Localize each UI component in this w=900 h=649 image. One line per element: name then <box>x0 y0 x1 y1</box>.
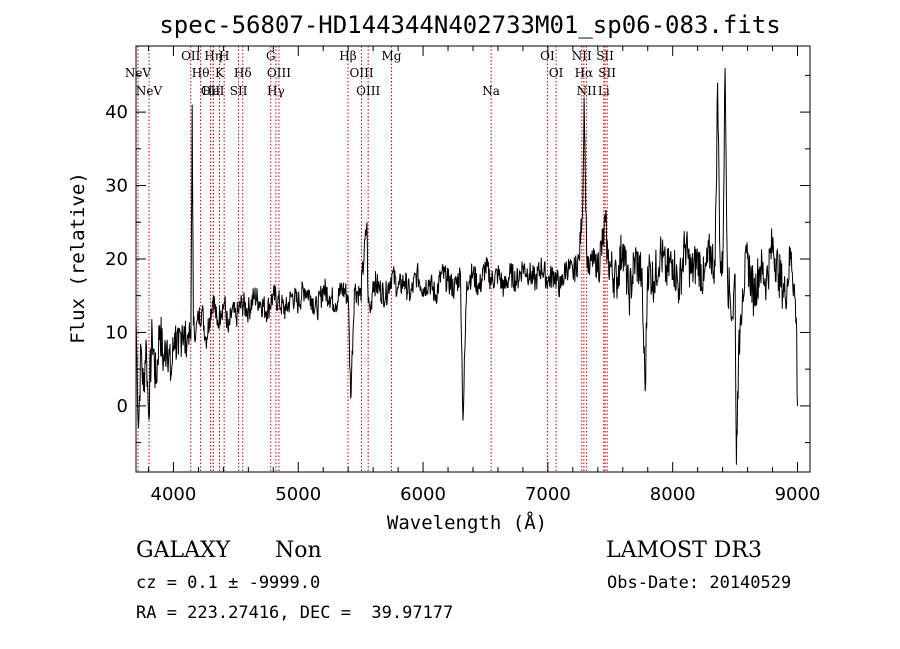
x-tick-label-2: 6000 <box>400 484 446 505</box>
x-tick-label-0: 4000 <box>151 484 197 505</box>
line-label-14: Hβ <box>339 49 356 63</box>
x-tick-label-3: 7000 <box>525 484 571 505</box>
line-label-23: NII <box>577 84 597 98</box>
survey-name: LAMOST DR3 <box>606 538 762 563</box>
line-label-25: SII <box>598 66 616 80</box>
emission-line-labels: NeVNeVOIIHθOIIHηHKHeIHδSIIGOIIIHγHβOIIIO… <box>125 49 616 98</box>
line-label-3: Hθ <box>192 66 210 80</box>
y-axis-ticks: 0 10 20 30 40 <box>105 74 810 444</box>
line-label-12: OIII <box>267 66 291 80</box>
line-label-2: OII <box>181 49 201 63</box>
emission-line-markers <box>137 46 608 472</box>
line-label-9: Hδ <box>234 66 252 80</box>
line-label-15: OIII <box>350 66 374 80</box>
x-axis-label: Wavelength (Å) <box>387 511 547 534</box>
line-label-26: Li <box>598 84 610 98</box>
object-subclass: Non <box>275 538 322 563</box>
x-axis-ticks: 4000 5000 6000 7000 8000 9000 <box>147 46 821 505</box>
x-tick-label-4: 8000 <box>650 484 696 505</box>
y-tick-label-3: 30 <box>105 176 128 197</box>
plot-frame <box>135 45 811 473</box>
line-label-8: HeI <box>202 84 225 98</box>
obs-date: Obs-Date: 20140529 <box>607 573 792 593</box>
line-label-1: NeV <box>136 84 163 98</box>
line-label-17: Mg <box>381 49 401 63</box>
redshift-cz: cz = 0.1 ± -9999.0 <box>136 573 321 593</box>
line-label-16: OIII <box>356 84 380 98</box>
line-label-4: OII <box>201 84 221 98</box>
line-label-20: OI <box>549 66 564 80</box>
line-label-21: NII <box>572 49 592 63</box>
spectrum-line <box>135 67 798 465</box>
object-class: GALAXY <box>136 538 231 563</box>
y-tick-label-2: 20 <box>105 249 128 270</box>
x-tick-label-5: 9000 <box>775 484 821 505</box>
line-label-6: H <box>219 49 229 63</box>
spectrum-series <box>135 67 798 465</box>
y-tick-label-1: 10 <box>105 322 128 343</box>
line-label-5: Hη <box>204 49 222 63</box>
line-label-18: Na <box>482 84 500 98</box>
line-label-7: K <box>215 66 225 80</box>
line-label-24: SII <box>596 49 614 63</box>
chart-title: spec-56807-HD144344N402733M01_sp06-083.f… <box>159 11 780 39</box>
line-label-0: NeV <box>125 66 152 80</box>
line-label-11: G <box>266 49 276 63</box>
line-label-10: SII <box>230 84 248 98</box>
ra-dec: RA = 223.27416, DEC = 39.97177 <box>136 603 454 623</box>
y-tick-label-0: 0 <box>117 396 128 417</box>
line-label-22: Hα <box>575 66 594 80</box>
y-tick-label-4: 40 <box>105 102 128 123</box>
y-axis-label: Flux (relative) <box>67 172 89 344</box>
x-tick-label-1: 5000 <box>275 484 321 505</box>
line-label-13: Hγ <box>267 84 285 98</box>
